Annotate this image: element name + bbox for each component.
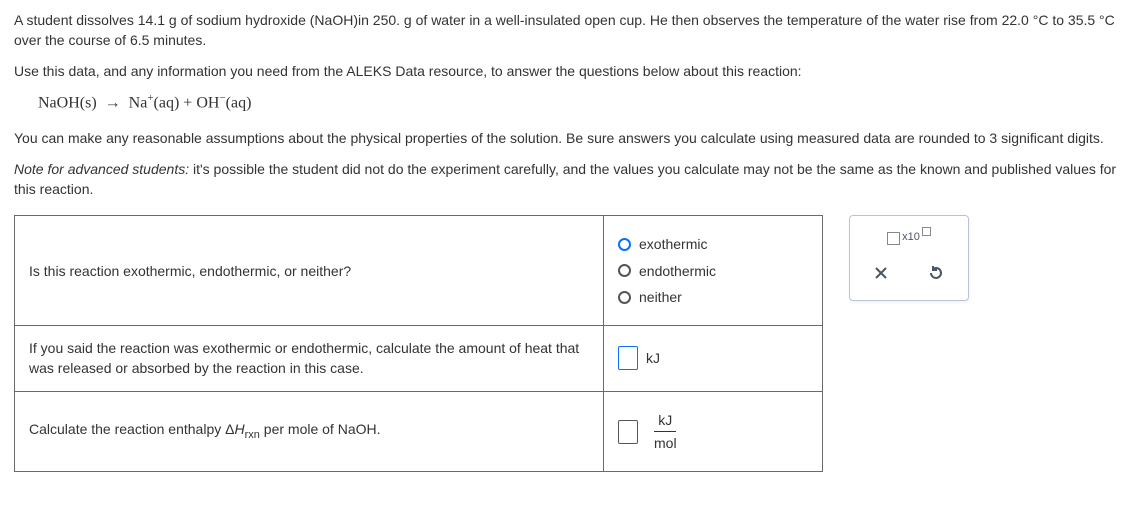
x-icon bbox=[873, 265, 889, 281]
answer-table: Is this reaction exothermic, endothermic… bbox=[14, 215, 823, 472]
q3-substance: NaOH bbox=[338, 421, 377, 437]
text: of sodium hydroxide bbox=[177, 12, 310, 28]
radio-endothermic[interactable] bbox=[618, 264, 631, 277]
mass-solute: 14.1 g bbox=[138, 12, 177, 28]
opt-label: endothermic bbox=[639, 261, 716, 281]
temp-final: 35.5 °C bbox=[1068, 12, 1115, 28]
text: minutes. bbox=[149, 32, 206, 48]
undo-icon bbox=[927, 264, 945, 282]
text: to bbox=[1048, 12, 1067, 28]
eqn-rhs-b: OH bbox=[196, 94, 219, 111]
time-value: 6.5 bbox=[130, 32, 149, 48]
text: A student dissolves bbox=[14, 12, 138, 28]
radio-exothermic[interactable] bbox=[618, 238, 631, 251]
eqn-arrow: → bbox=[105, 94, 121, 111]
unit-top: kJ bbox=[654, 410, 676, 432]
radio-neither[interactable] bbox=[618, 291, 631, 304]
exp-box-icon bbox=[922, 227, 931, 240]
unit-bot: mol bbox=[654, 432, 677, 453]
q1-answers: exothermic endothermic neither bbox=[604, 216, 823, 326]
text: over the course of bbox=[14, 32, 130, 48]
heat-input[interactable] bbox=[618, 346, 638, 370]
unit-kj-per-mol: kJ mol bbox=[654, 410, 677, 454]
q1-prompt: Is this reaction exothermic, endothermic… bbox=[15, 216, 604, 326]
eqn-plus: + bbox=[183, 94, 196, 111]
q3-text: . bbox=[377, 421, 381, 437]
opt-label: neither bbox=[639, 287, 682, 307]
reset-button[interactable] bbox=[927, 264, 945, 287]
temp-initial: 22.0 °C bbox=[1002, 12, 1049, 28]
instruction-text: Use this data, and any information you n… bbox=[14, 61, 1129, 81]
q3-H: H bbox=[234, 421, 244, 437]
unit-kj: kJ bbox=[646, 348, 660, 368]
problem-statement: A student dissolves 14.1 g of sodium hyd… bbox=[14, 10, 1129, 199]
q2-prompt: If you said the reaction was exothermic … bbox=[15, 326, 604, 392]
q3-text: Calculate the reaction enthalpy Δ bbox=[29, 421, 234, 437]
note-prefix: Note for advanced students: bbox=[14, 161, 189, 177]
eqn-state: (aq) bbox=[154, 94, 180, 111]
text: in bbox=[358, 12, 373, 28]
formula: (NaOH) bbox=[310, 12, 358, 28]
clear-button[interactable] bbox=[873, 265, 889, 286]
opt-label: exothermic bbox=[639, 234, 707, 254]
eqn-lhs: NaOH(s) bbox=[38, 94, 97, 111]
sci-label: x10 bbox=[902, 230, 920, 246]
box-icon bbox=[887, 232, 900, 245]
q3-sub: rxn bbox=[245, 429, 260, 441]
eqn-state: (aq) bbox=[226, 94, 252, 111]
sci-notation-button[interactable]: x10 bbox=[887, 230, 931, 246]
assumptions-text: You can make any reasonable assumptions … bbox=[14, 128, 1129, 148]
answer-toolbox: x10 bbox=[849, 215, 969, 300]
reaction-equation: NaOH(s) → Na+(aq) + OH−(aq) bbox=[38, 91, 1129, 115]
eqn-rhs-a: Na bbox=[129, 94, 148, 111]
mass-water: 250. g bbox=[373, 12, 412, 28]
enthalpy-input[interactable] bbox=[618, 420, 638, 444]
q3-text: per mole of bbox=[260, 421, 338, 437]
text: of water in a well-insulated open cup. H… bbox=[412, 12, 1002, 28]
